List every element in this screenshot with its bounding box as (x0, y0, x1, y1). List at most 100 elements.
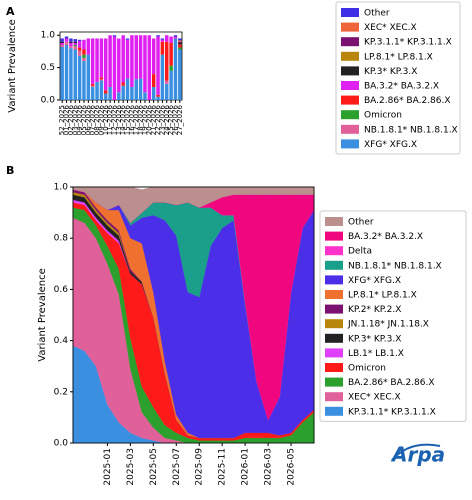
x-tick-label: 2026-03 (264, 448, 274, 486)
x-tick-label: 19_2026 (141, 104, 149, 135)
y-tick-label: 0.5 (41, 63, 55, 73)
logo-text: Arpa (390, 443, 445, 467)
bar-segment (64, 36, 69, 39)
legend-swatch (341, 37, 359, 47)
bar-segment (156, 94, 160, 97)
bar-segment (77, 47, 82, 51)
bar-segment (165, 83, 169, 100)
legend-swatch (341, 110, 359, 120)
bar-segment (69, 48, 73, 100)
bar-segment (99, 77, 104, 80)
legend-label: Delta (348, 247, 372, 257)
bar-segment (117, 38, 121, 93)
x-tick-label: 12_2026 (110, 104, 118, 135)
legend-label: KP.3.1.1* KP.3.1.1.X (364, 38, 452, 48)
legend-label: XEC* XEC.X (348, 393, 401, 403)
x-tick-label: 02_2026 (67, 104, 75, 135)
x-tick-label: 07_2026 (89, 104, 97, 135)
x-tick-label: 2026-01 (241, 448, 251, 486)
y-tick-label: 0.6 (54, 285, 69, 295)
bar-segment (82, 57, 86, 62)
legend-swatch (325, 406, 343, 416)
y-tick-label: 0.0 (54, 439, 69, 449)
legend-swatch (341, 8, 359, 17)
bar-segment (90, 85, 95, 88)
x-tick-label: 10_2026 (102, 104, 110, 135)
bar-segment (108, 35, 112, 88)
bar-segment (151, 74, 156, 88)
legend: Other BA.3.2* BA.3.2.X Delta NB.1.8.1* NB.1… (319, 210, 467, 422)
plot-frame (59, 31, 183, 101)
bar-segment (178, 49, 182, 100)
bar-segment (125, 78, 130, 100)
panel-label: B (6, 164, 14, 177)
bar-segment (77, 39, 82, 42)
x-tick-label: 2025-07 (172, 448, 182, 486)
legend-label: NB.1.8.1* NB.1.8.1.X (364, 125, 458, 135)
x-tick-label: 52_2025 (58, 105, 66, 135)
x-tick-label: 20_2026 (145, 104, 153, 135)
legend-label: BA.3.2* BA.3.2.X (348, 232, 423, 242)
legend-swatch (341, 95, 359, 105)
legend-swatch (341, 139, 359, 149)
legend-label: Omicron (348, 364, 386, 374)
bar-segment (151, 87, 156, 100)
legend-swatch (341, 124, 359, 134)
x-tick-label: 09_2026 (97, 104, 105, 135)
bar-segment (169, 36, 173, 44)
x-tick-label: 27_2026 (176, 104, 184, 135)
x-tick-label: 2026-05 (287, 448, 297, 486)
bar-segment (90, 38, 95, 84)
x-tick-label: 03_2026 (71, 104, 79, 135)
bar-segment (64, 38, 69, 42)
x-tick-label: 05_2026 (80, 104, 88, 135)
bar-segment (130, 35, 134, 88)
bar-segment (112, 36, 117, 100)
x-tick-label: 04_2026 (76, 104, 84, 135)
bar-segment (82, 39, 86, 50)
y-tick-label: 0.0 (41, 96, 56, 106)
bar-segment (165, 41, 169, 81)
bar-segment (117, 92, 121, 100)
legend-swatch (341, 51, 359, 61)
bar-segment (143, 35, 147, 93)
legend-box (319, 210, 467, 422)
bar-segment (134, 79, 138, 100)
bar-segment (104, 93, 108, 100)
bar-segment (121, 35, 125, 83)
y-tick-label: 1.0 (41, 31, 56, 41)
bar-segment (138, 78, 143, 100)
bar-segment (169, 43, 173, 66)
bar-segment (69, 46, 73, 49)
bar-segment (64, 41, 69, 45)
legend-swatch (325, 304, 343, 314)
bar-segment (125, 38, 130, 40)
legend-swatch (341, 66, 359, 76)
bar-segment (156, 96, 160, 100)
bar-segment (173, 38, 178, 100)
legend-label: XFG* XFG.X (348, 276, 401, 286)
legend-label: NB.1.8.1* NB.1.8.1.X (348, 261, 442, 271)
bar-segment (60, 38, 64, 42)
bar-segment (64, 44, 69, 100)
x-tick-label: 11_2026 (106, 104, 114, 135)
y-axis-label: Variant Prevalence (37, 268, 48, 362)
bar-segment (173, 35, 178, 37)
legend-label: KP.3* KP.3.X (364, 67, 417, 77)
legend-label: XFG* XFG.X (364, 140, 417, 150)
x-tick-label: 14_2026 (119, 104, 127, 135)
legend-swatch (325, 217, 343, 226)
x-tick-label: 15_2026 (124, 104, 132, 135)
legend-label: LP.8.1* LP.8.1.X (348, 291, 417, 301)
plot-frame (72, 186, 315, 444)
bar-segment (69, 41, 73, 44)
bar-segment (160, 54, 165, 100)
bar-segment (73, 41, 77, 44)
bar-segment (95, 38, 99, 82)
x-tick-label: 23_2026 (158, 104, 166, 135)
bar-segment (99, 80, 104, 100)
x-tick-label: 26_2026 (171, 104, 179, 135)
legend-swatch (325, 231, 343, 241)
y-tick-label: 1.0 (54, 183, 69, 193)
